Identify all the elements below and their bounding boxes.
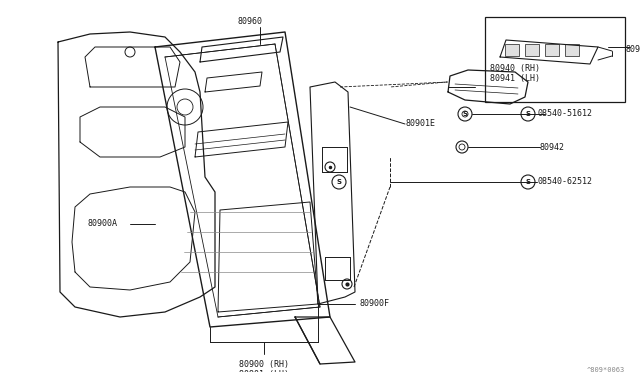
Text: 80940 (RH)
80941 (LH): 80940 (RH) 80941 (LH) [490,64,540,83]
Text: S: S [463,111,467,117]
Circle shape [458,107,472,121]
Bar [525,44,539,56]
Text: 80900F: 80900F [360,299,390,308]
Text: 80900 (RH)
80901 (LH): 80900 (RH) 80901 (LH) [239,360,289,372]
Text: 80960: 80960 [237,17,262,26]
Text: S: S [525,111,531,117]
Bar [485,17,625,102]
Text: 80900A: 80900A [88,219,118,228]
Text: 08540-62512: 08540-62512 [538,177,593,186]
Circle shape [521,175,535,189]
Circle shape [332,175,346,189]
Circle shape [456,141,468,153]
Bar [505,44,519,56]
Bar [565,44,579,56]
Text: 80942: 80942 [540,142,565,151]
Text: S: S [337,179,342,185]
Circle shape [521,107,535,121]
Text: ^809*0063: ^809*0063 [587,367,625,372]
Text: 08540-51612: 08540-51612 [538,109,593,119]
Text: 80961: 80961 [625,45,640,55]
Text: 80901E: 80901E [405,119,435,128]
Bar [545,44,559,56]
Text: S: S [525,179,531,185]
